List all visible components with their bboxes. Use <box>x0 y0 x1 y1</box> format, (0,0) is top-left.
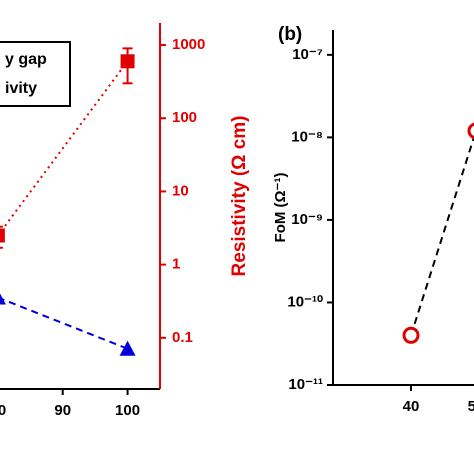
x-tick-label: 50 <box>468 398 474 415</box>
y2-tick-label: 100 <box>172 109 197 126</box>
series-line <box>0 60 129 235</box>
panel-label: (b) <box>278 24 302 45</box>
y-tick-label: 10⁻¹⁰ <box>287 293 323 310</box>
marker-square <box>0 228 5 243</box>
series-line <box>410 133 474 336</box>
y2-tick-label: 1000 <box>172 36 205 53</box>
x-tick-label: 80 <box>0 402 6 419</box>
legend-box <box>0 41 71 107</box>
marker-circle <box>402 326 420 344</box>
y2-axis-label: Resistivity (Ω cm) <box>229 116 250 277</box>
x-tick-label: 40 <box>403 398 420 415</box>
series-line <box>0 297 128 350</box>
y2-tick-label: 10 <box>172 182 189 199</box>
marker-triangle <box>0 293 6 305</box>
y-tick-label: 10⁻¹¹ <box>288 376 323 393</box>
y-axis-label: FoM (Ω⁻¹) <box>272 173 289 243</box>
y-tick-label: 10⁻⁸ <box>291 128 323 145</box>
y2-tick-label: 0.1 <box>172 329 193 346</box>
x-tick-label: 90 <box>54 402 71 419</box>
marker-square <box>120 54 135 69</box>
y-tick-label: 10⁻⁹ <box>291 211 323 228</box>
x-tick-label: 100 <box>115 402 140 419</box>
marker-circle <box>467 122 474 140</box>
marker-triangle <box>119 340 136 356</box>
y2-tick-label: 1 <box>172 256 180 273</box>
legend-label: y gap <box>5 51 47 68</box>
y-tick-label: 10⁻⁷ <box>292 46 323 63</box>
legend-label: ivity <box>5 80 37 97</box>
